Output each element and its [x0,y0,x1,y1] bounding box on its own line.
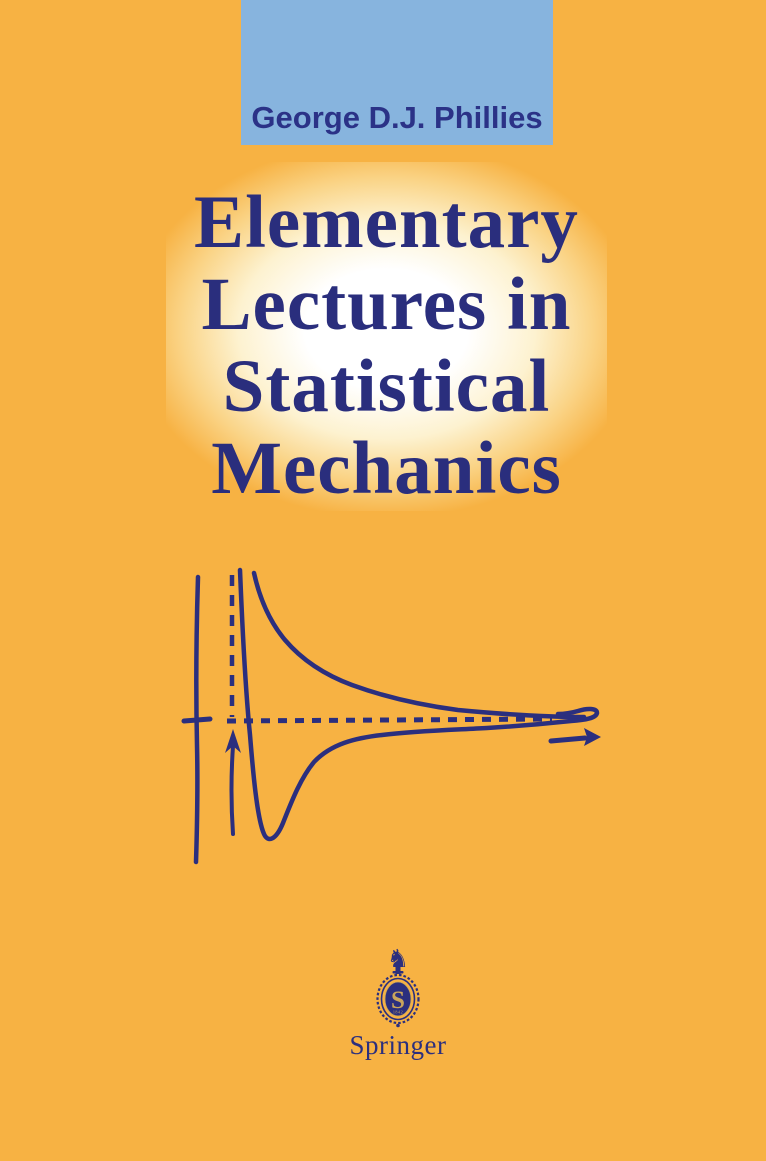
title-line-1: Elementary [194,181,579,264]
title-line-3: Statistical [222,345,551,428]
book-title: Elementary Lectures in Statistical Mecha… [166,162,607,510]
emblem-stem [395,966,401,974]
right-arrow-shaft [548,735,588,744]
emblem-oval [384,981,412,1017]
axis-tick [181,716,213,724]
horizontal-dashed-line [226,716,553,724]
title-glow-panel [166,162,607,511]
emblem-inner-ring [380,977,416,1021]
right-arrow-icon [584,728,601,746]
upper-curve [251,570,587,720]
emblem-year: 1842 [393,1010,403,1015]
up-arrow-shaft [229,744,235,836]
author-name: George D.J. Phillies [251,100,543,135]
y-axis-line [193,574,201,865]
title-line-2: Lectures in [201,263,572,346]
publisher-name: Springer [349,1030,447,1060]
emblem-capital [392,971,404,974]
springer-emblem: ♞ S 1842 [376,946,420,1028]
emblem-monogram: S [391,987,405,1014]
up-arrow-icon [225,729,241,753]
pair-potential-figure [181,567,601,865]
potential-curve [237,567,600,842]
author-band: George D.J. Phillies [241,0,553,145]
title-line-4: Mechanics [211,427,562,510]
emblem-finial [396,1023,400,1028]
emblem-lace-ring [376,973,420,1025]
knight-icon: ♞ [387,946,409,973]
